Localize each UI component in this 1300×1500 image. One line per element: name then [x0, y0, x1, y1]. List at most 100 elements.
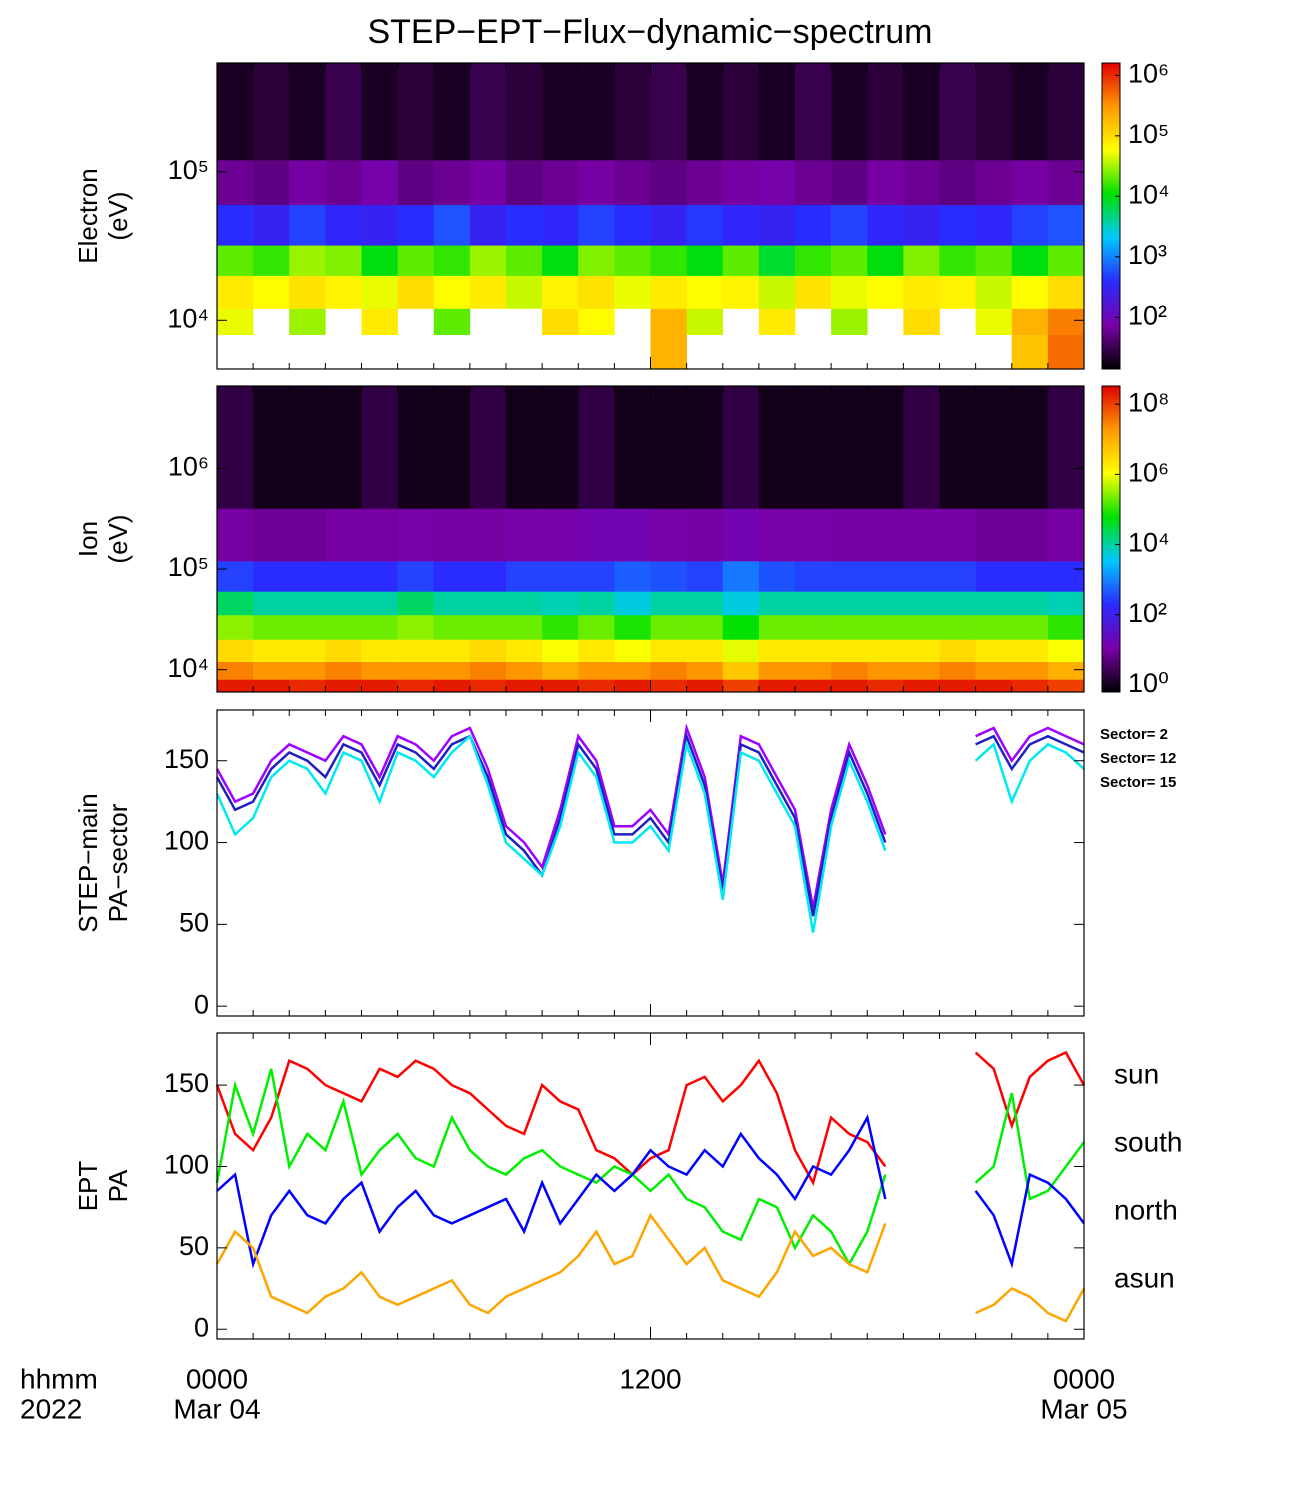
spectrogram-cell	[217, 561, 254, 592]
spectrogram-cell	[1011, 679, 1049, 693]
y-tick-label: 50	[179, 907, 209, 937]
spectrogram-cell	[650, 561, 687, 592]
spectrogram-cell	[722, 386, 760, 509]
spectrogram-cell	[397, 245, 435, 276]
spectrogram-cell	[795, 245, 832, 276]
spectrogram-cell	[1047, 160, 1085, 206]
spectrogram-cell	[1011, 591, 1049, 616]
spectrogram-cell	[253, 63, 290, 161]
spectrogram-cell	[831, 63, 868, 161]
series-line	[215, 723, 1085, 909]
spectrogram-cell	[469, 63, 507, 161]
spectrogram-cell	[1011, 386, 1049, 509]
spectrogram-cell	[831, 679, 868, 693]
spectrogram-cell	[542, 639, 579, 663]
spectrogram-cell	[578, 591, 615, 616]
spectrogram-cell	[1047, 561, 1085, 592]
spectrogram-cell	[506, 639, 543, 663]
spectrogram-cell	[578, 386, 615, 509]
spectrogram-cell	[361, 308, 398, 335]
spectrogram-cell	[1011, 561, 1049, 592]
spectrogram-cell	[469, 614, 507, 640]
spectrogram-cell	[289, 160, 326, 206]
figure-title: STEP−EPT−Flux−dynamic−spectrum	[367, 13, 932, 51]
spectrogram-cell	[650, 661, 687, 680]
spectrogram-cell	[217, 508, 254, 562]
spectrogram-cell	[433, 275, 471, 309]
colorbar-tick-label: 10⁸	[1128, 387, 1169, 417]
spectrogram-cell	[1047, 334, 1085, 370]
spectrogram-cell	[1047, 591, 1085, 616]
spectrogram-cell	[614, 508, 651, 562]
spectrogram-cell	[397, 661, 435, 680]
spectrogram-cell	[975, 63, 1013, 161]
spectrogram-cell	[361, 245, 398, 276]
spectrogram-cell	[469, 275, 507, 309]
spectrogram-cell	[1011, 639, 1049, 663]
spectrogram-cell	[433, 561, 471, 592]
spectrogram-cell	[831, 508, 868, 562]
spectrogram-cell	[831, 204, 868, 246]
spectrogram-cell	[686, 245, 724, 276]
spectrogram-cell	[325, 508, 362, 562]
spectrogram-cell	[614, 639, 651, 663]
spectrogram-cell	[831, 614, 868, 640]
spectrogram-cell	[253, 639, 290, 663]
spectrogram-cell	[650, 160, 687, 206]
y-axis-label: PA−sector	[103, 803, 133, 922]
x-tick-label: 1200	[619, 1363, 681, 1394]
spectrogram-cell	[722, 591, 760, 616]
spectrogram-cell	[975, 561, 1013, 592]
spectrogram-cell	[903, 245, 940, 276]
spectrogram-cell	[758, 614, 796, 640]
spectrogram-cell	[614, 679, 651, 693]
spectrogram-cell	[831, 245, 868, 276]
spectrogram-cell	[867, 561, 904, 592]
spectrogram-cell	[542, 63, 579, 161]
spectrogram-cell	[903, 63, 940, 161]
spectrogram-cell	[939, 275, 976, 309]
spectrogram-cell	[1011, 661, 1049, 680]
spectrogram-cell	[867, 679, 904, 693]
spectrogram-cell	[506, 661, 543, 680]
spectrogram-cell	[542, 679, 579, 693]
spectrogram-cell	[217, 679, 254, 693]
spectrogram-cell	[722, 63, 760, 161]
spectrogram-cell	[795, 639, 832, 663]
spectrogram-cell	[542, 508, 579, 562]
legend-entry: asun	[1114, 1262, 1175, 1293]
legend-entry: Sector= 15	[1100, 774, 1176, 791]
colorbar-tick-label: 10²	[1128, 300, 1167, 330]
series-line	[216, 1114, 1086, 1269]
spectrogram-cell	[758, 204, 796, 246]
spectrogram-cell	[1047, 245, 1085, 276]
spectrogram-cell	[795, 591, 832, 616]
spectrogram-cell	[253, 245, 290, 276]
legend-entry: north	[1114, 1194, 1178, 1225]
spectrogram-cell	[795, 160, 832, 206]
spectrogram-cell	[361, 679, 398, 693]
y-axis-label: Electron	[73, 168, 103, 263]
y-axis-label: (eV)	[103, 514, 133, 563]
spectrogram-cell	[578, 561, 615, 592]
spectrogram-cell	[542, 275, 579, 309]
x-tick-label: 0000	[1053, 1363, 1115, 1394]
colorbar-tick-label: 10⁵	[1128, 119, 1169, 149]
spectrogram-cell	[831, 661, 868, 680]
spectrogram-cell	[361, 386, 398, 509]
spectrogram-cell	[758, 508, 796, 562]
spectrogram-cell	[614, 63, 651, 161]
spectrogram-cell	[758, 561, 796, 592]
spectrogram-cell	[831, 561, 868, 592]
spectrogram-cell	[289, 591, 326, 616]
spectrogram-cell	[1011, 204, 1049, 246]
spectrogram-cell	[795, 508, 832, 562]
spectrogram-cell	[289, 204, 326, 246]
spectrogram-cell	[903, 386, 940, 509]
spectrogram-cell	[542, 204, 579, 246]
spectrogram-cell	[325, 639, 362, 663]
spectrogram-cell	[867, 245, 904, 276]
spectrogram-cell	[1047, 63, 1085, 161]
spectrogram-cell	[939, 614, 976, 640]
spectrogram-cell	[397, 561, 435, 592]
